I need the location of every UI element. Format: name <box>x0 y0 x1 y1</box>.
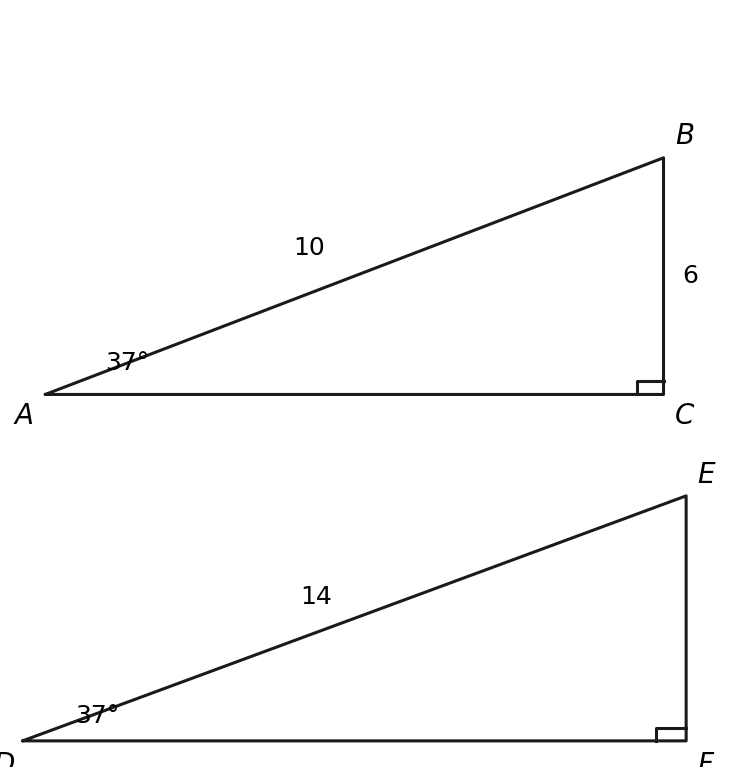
Text: A: A <box>15 403 34 430</box>
Text: 37°: 37° <box>106 351 150 375</box>
Text: C: C <box>675 403 694 430</box>
Text: B: B <box>675 122 694 150</box>
Text: 6: 6 <box>682 264 698 288</box>
Text: D: D <box>0 751 15 767</box>
Text: 14: 14 <box>301 584 333 608</box>
Text: E: E <box>697 461 715 489</box>
Text: 10: 10 <box>293 236 325 260</box>
Text: 37°: 37° <box>75 704 120 728</box>
Text: F: F <box>697 751 713 767</box>
